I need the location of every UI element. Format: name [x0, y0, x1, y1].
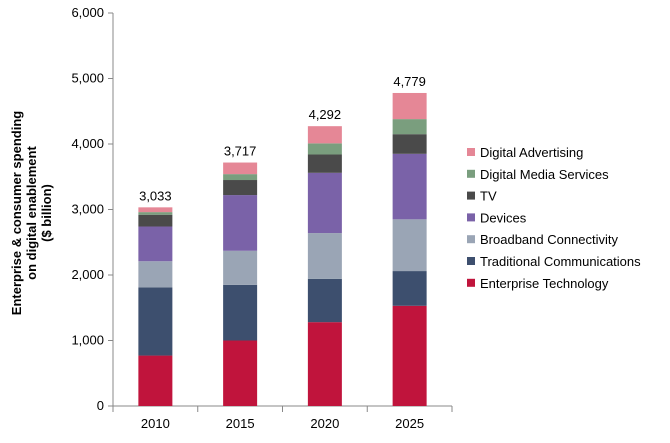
bar-segment [392, 153, 427, 220]
x-tick-label: 2025 [395, 416, 424, 431]
legend-label: Broadband Connectivity [480, 232, 619, 247]
legend-swatch [467, 169, 475, 178]
legend-label: TV [480, 189, 497, 204]
total-label: 4,292 [309, 107, 342, 122]
total-label: 4,779 [393, 74, 426, 89]
bar-segment [223, 174, 258, 181]
total-label: 3,717 [224, 144, 257, 159]
legend-label: Traditional Communications [480, 254, 641, 269]
bar-segment [223, 162, 258, 175]
y-tick-label: 4,000 [71, 136, 104, 151]
x-tick-label: 2015 [226, 416, 255, 431]
legend-label: Digital Media Services [480, 167, 609, 182]
axes: 0 1,000 2,000 3,000 4,000 5,000 6,000 2010 2015 2… [71, 5, 453, 431]
total-labels: 3,033 3,717 4,292 4,779 [139, 74, 426, 203]
bar-segment [307, 322, 342, 406]
y-tick-label: 6,000 [71, 5, 104, 20]
bar-segment [223, 195, 258, 251]
bar-segment [307, 143, 342, 155]
bar-segment [392, 271, 427, 306]
bar-segment [307, 233, 342, 279]
bar-segment [138, 287, 173, 356]
legend-label: Digital Advertising [480, 145, 583, 160]
bar-segment [392, 134, 427, 154]
y-axis-title-line: Enterprise & consumer spending [9, 111, 24, 315]
bar-segment [307, 278, 342, 323]
bar-segment [138, 355, 173, 406]
x-tick-label: 2010 [141, 416, 170, 431]
legend-swatch [467, 148, 475, 156]
y-axis-title: Enterprise & consumer spending on digital… [9, 111, 54, 315]
bar-segment [223, 180, 258, 196]
legend-label: Enterprise Technology [480, 276, 609, 291]
x-tick-label: 2020 [310, 416, 339, 431]
y-tick-label: 3,000 [71, 202, 104, 217]
legend: Digital Advertising Digital Media Service… [467, 145, 641, 291]
bars [138, 92, 427, 406]
bar-segment [138, 212, 173, 215]
bar-segment [138, 226, 173, 262]
legend-swatch [467, 235, 475, 244]
bar-segment [307, 126, 342, 144]
bar-segment [392, 305, 427, 406]
legend-swatch [467, 278, 475, 287]
bar-segment [138, 261, 173, 288]
y-tick-label: 2,000 [71, 267, 104, 282]
bar-segment [392, 219, 427, 272]
y-tick-label: 1,000 [71, 333, 104, 348]
bar-segment [223, 284, 258, 341]
bar-segment [392, 92, 427, 120]
y-tick-label: 5,000 [71, 71, 104, 86]
legend-label: Devices [480, 210, 527, 225]
y-axis-title-line: ($ billion) [39, 184, 54, 242]
bar-segment [223, 250, 258, 285]
y-tick-label: 0 [97, 398, 104, 413]
y-axis-title-line: on digital enablement [24, 146, 39, 280]
bar-segment [138, 207, 173, 213]
legend-swatch [467, 191, 475, 200]
legend-swatch [467, 257, 475, 265]
total-label: 3,033 [139, 188, 172, 203]
legend-swatch [467, 213, 475, 222]
bar-segment [392, 119, 427, 135]
bar-segment [138, 214, 173, 227]
bar-segment [307, 172, 342, 234]
bar-segment [223, 340, 258, 406]
bar-segment [307, 154, 342, 173]
